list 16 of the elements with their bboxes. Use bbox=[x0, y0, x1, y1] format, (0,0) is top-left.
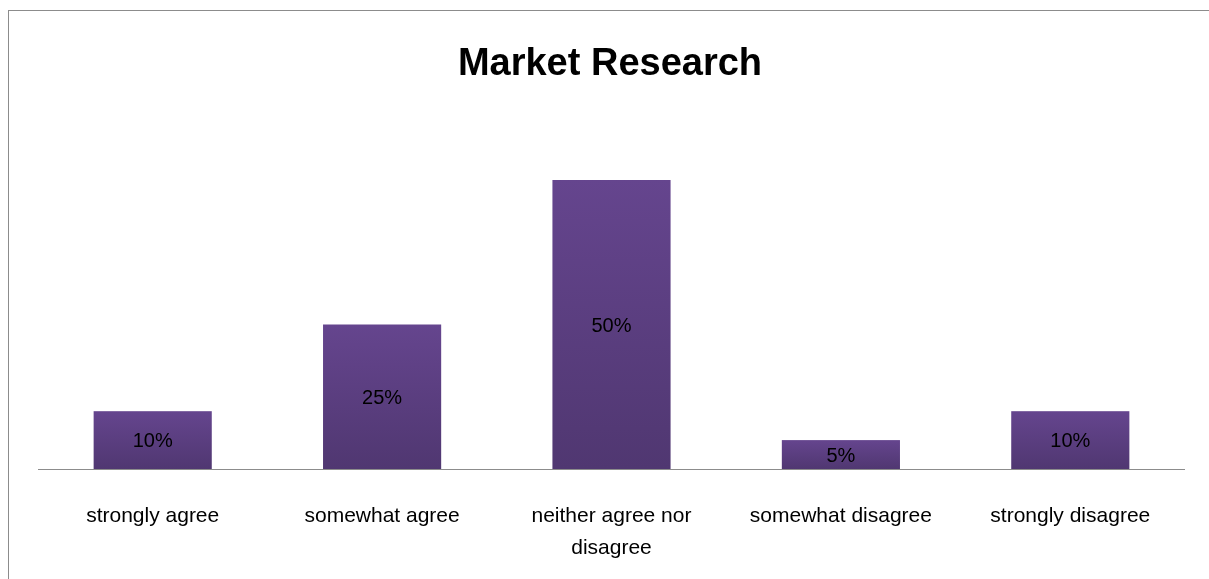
x-tick-label: somewhat disagree bbox=[749, 503, 932, 526]
data-label: 10% bbox=[1050, 429, 1091, 452]
chart-title: Market Research bbox=[457, 41, 763, 83]
data-label: 10% bbox=[132, 429, 173, 452]
x-tick-label: strongly agree bbox=[86, 503, 220, 526]
x-tick-label: somewhat agree bbox=[304, 503, 460, 526]
data-label: 25% bbox=[362, 385, 403, 408]
x-tick-label: neither agree nor disagree bbox=[531, 503, 692, 558]
data-label: 50% bbox=[591, 313, 632, 336]
bar bbox=[93, 411, 212, 469]
bar bbox=[552, 180, 671, 469]
bar bbox=[323, 324, 442, 469]
bar bbox=[781, 440, 900, 469]
bar bbox=[1011, 411, 1130, 469]
x-tick-label: strongly disagree bbox=[990, 503, 1151, 526]
data-label: 5% bbox=[826, 443, 856, 466]
